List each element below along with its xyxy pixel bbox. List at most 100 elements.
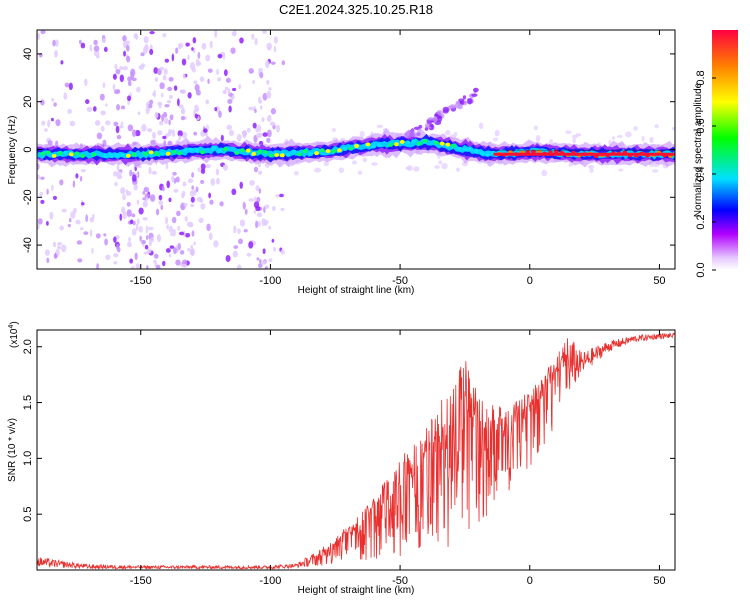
noise-blob	[156, 234, 162, 243]
branch-blob	[455, 102, 461, 109]
noise-blob	[159, 120, 164, 126]
noise-blob	[165, 162, 169, 170]
noise-blob	[52, 39, 56, 47]
noise-blob	[263, 221, 268, 226]
x-tick-label: 0	[527, 275, 533, 287]
snr-y-scale-exp: 4	[8, 325, 15, 329]
noise-blob	[140, 52, 145, 57]
ridge-core	[245, 148, 251, 153]
noise-blob	[180, 89, 187, 95]
x-tick-label: -100	[259, 275, 281, 287]
ridge-core	[319, 148, 325, 153]
ridge-core	[171, 149, 177, 154]
noise-blob	[242, 134, 246, 139]
noise-blob	[168, 119, 171, 126]
y-tick-label: 2.0	[22, 339, 34, 354]
noise-blob	[215, 177, 220, 185]
noise-blob	[86, 106, 93, 113]
noise-blob	[195, 107, 200, 112]
noise-blob	[169, 114, 174, 121]
noise-blob	[233, 245, 239, 249]
snr-series-line	[37, 332, 675, 570]
noise-blob	[258, 132, 263, 138]
noise-blob	[114, 63, 118, 70]
noise-blob	[281, 60, 286, 66]
ridge-core	[354, 143, 359, 148]
noise-blob	[53, 102, 57, 107]
noise-blob	[216, 68, 219, 76]
noise-blob	[148, 103, 153, 109]
noise-blob	[242, 201, 246, 210]
branch-blob	[467, 97, 473, 105]
noise-blob	[153, 253, 159, 259]
noise-blob	[171, 53, 175, 62]
spectrogram-x-label: Height of straight line (km)	[298, 285, 415, 296]
noise-blob	[151, 170, 158, 175]
noise-blob	[197, 51, 201, 59]
noise-blob	[52, 241, 57, 248]
noise-blob	[92, 213, 95, 219]
noise-blob	[228, 129, 235, 136]
noise-blob	[266, 115, 272, 122]
noise-blob	[191, 66, 196, 73]
branch-blob	[471, 93, 478, 97]
noise-blob	[146, 248, 152, 254]
noise-blob	[119, 74, 125, 83]
noise-blob	[191, 185, 195, 190]
noise-blob	[314, 167, 322, 173]
noise-blob	[166, 99, 172, 104]
ridge-core	[473, 149, 479, 154]
noise-blob	[113, 236, 117, 243]
noise-blob	[169, 245, 175, 249]
noise-blob	[478, 122, 484, 130]
noise-blob	[572, 137, 576, 144]
noise-blob	[99, 93, 105, 101]
noise-blob	[138, 226, 143, 233]
noise-blob	[155, 208, 160, 216]
noise-blob	[641, 135, 645, 142]
ridge-core	[279, 153, 285, 158]
noise-blob	[236, 264, 242, 269]
spectrogram-y-ticks: -40 -20 0 20 40	[22, 48, 675, 253]
noise-blob	[193, 131, 198, 136]
noise-blob	[176, 210, 181, 217]
noise-blob	[205, 99, 210, 105]
noise-blob	[209, 40, 213, 49]
noise-blob	[116, 103, 121, 111]
noise-blob	[127, 95, 132, 102]
snr-y-ticks: 0.5 1.0 1.5 2.0	[22, 339, 675, 522]
noise-blob	[93, 45, 100, 52]
noise-blob	[137, 111, 141, 116]
noise-blob	[46, 188, 49, 195]
snr-frame	[36, 329, 676, 571]
noise-blob	[40, 99, 45, 106]
noise-blob	[238, 84, 242, 89]
noise-blob	[135, 33, 139, 40]
noise-blob	[92, 106, 97, 112]
noise-blob	[121, 206, 126, 214]
snr-panel: -150 -100 -50 0 50 0.5 1.0 1.5 2.0 Height of st…	[7, 321, 676, 596]
ridge-core	[274, 152, 280, 157]
ridge-core	[91, 152, 97, 157]
noise-blob	[134, 129, 141, 137]
noise-blob	[257, 220, 261, 228]
y-tick-label: 1.5	[22, 395, 34, 410]
noise-blob	[143, 46, 148, 55]
noise-blob	[150, 236, 155, 243]
noise-blob	[61, 208, 67, 213]
noise-blob	[130, 71, 135, 80]
snr-y-scale: (x104)	[8, 321, 20, 348]
noise-blob	[266, 79, 270, 85]
noise-blob	[241, 130, 247, 136]
ridge-core	[125, 153, 131, 158]
noise-blob	[227, 98, 233, 105]
noise-blob	[280, 249, 285, 255]
ridge-core	[154, 152, 160, 157]
noise-blob	[119, 66, 123, 71]
noise-blob	[136, 199, 140, 205]
noise-blob	[268, 87, 272, 91]
noise-blob	[145, 197, 149, 202]
noise-blob	[50, 117, 54, 122]
noise-blob	[246, 252, 252, 257]
noise-blob	[136, 218, 140, 225]
